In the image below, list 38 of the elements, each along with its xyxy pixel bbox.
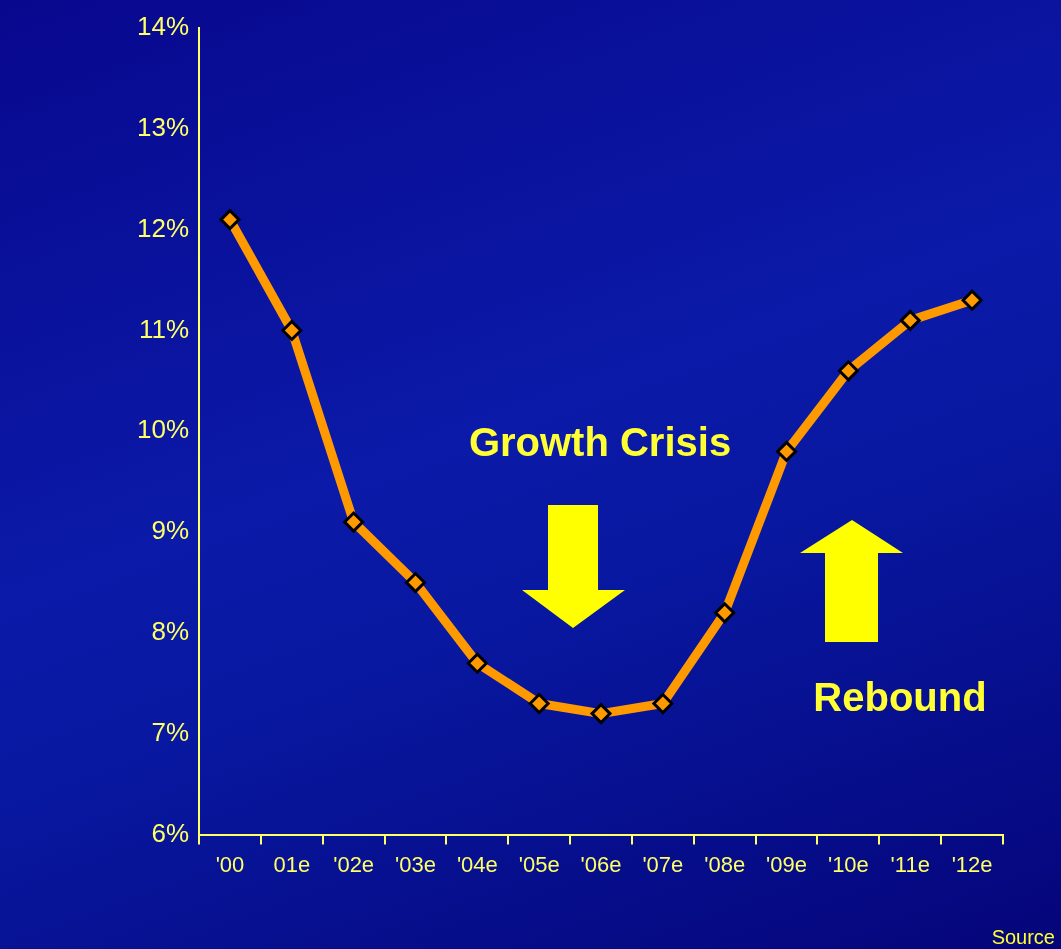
point	[404, 572, 426, 594]
y-tick-label: 11%	[138, 313, 190, 344]
point	[590, 703, 612, 725]
annotation: Rebound	[813, 675, 987, 720]
annotation: Growth Crisis	[468, 420, 732, 465]
x-tick-label: '05e	[518, 851, 560, 877]
x-tick-label: '10e	[827, 851, 869, 877]
point	[714, 602, 736, 624]
x-tick-label: '09e	[766, 851, 807, 877]
x-tick-label: '06e	[580, 851, 622, 877]
point	[899, 309, 921, 331]
point	[281, 319, 303, 341]
y-tick-label: 8%	[151, 616, 190, 647]
point	[837, 360, 859, 382]
x-tick-label: '11e	[890, 851, 930, 877]
x-tick-label: '12e	[951, 851, 993, 877]
x-tick-label: 01e	[273, 851, 311, 877]
x-tick-label: '08e	[704, 851, 746, 877]
y-tick-label: 14%	[136, 11, 190, 42]
y-tick-label: 10%	[136, 414, 190, 445]
x-tick-label: '04e	[456, 851, 498, 877]
x-tick-label: '07e	[642, 851, 684, 877]
y-tick-label: 9%	[151, 515, 190, 546]
x-tick-label: '00	[215, 851, 245, 877]
point	[219, 209, 241, 231]
point	[776, 440, 798, 462]
point	[652, 693, 674, 715]
x-tick-label: '02e	[333, 851, 375, 877]
point	[466, 652, 488, 674]
y-tick-label: 6%	[151, 817, 190, 848]
point	[961, 289, 983, 311]
y-tick-label: 12%	[136, 212, 190, 243]
y-tick-label: 13%	[136, 112, 190, 142]
text: Source	[991, 925, 1055, 948]
y-tick-label: 7%	[151, 716, 190, 747]
point	[528, 693, 550, 715]
x-tick-label: '03e	[395, 851, 436, 877]
point	[343, 511, 365, 533]
